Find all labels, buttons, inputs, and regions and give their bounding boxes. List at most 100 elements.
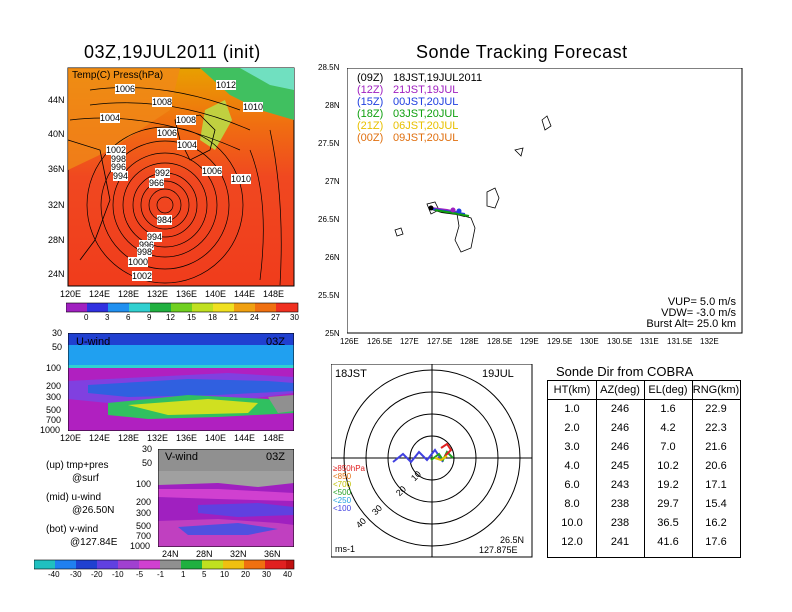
pressure-label: 1010: [231, 174, 252, 184]
lon-label: 128E: [118, 433, 140, 443]
pressure-label: 1004: [100, 113, 121, 123]
hodograph-upper: [392, 448, 444, 464]
table-cell: 4.0: [564, 460, 580, 472]
table-cell: 36.5: [657, 517, 679, 529]
colorbar-tick: 1: [181, 570, 186, 579]
vdw-value: VDW= -3.0 m/s: [661, 307, 736, 319]
launch-params: VUP= 5.0 m/s VDW= -3.0 m/s Burst Alt= 25…: [640, 297, 736, 330]
colorbar-tick: 15: [187, 313, 196, 322]
pressure-label: 998: [137, 247, 153, 257]
lon-label: 126.5E: [367, 337, 393, 346]
colorbar-tick: 40: [283, 570, 292, 579]
height-legend-item: <100: [333, 504, 352, 513]
column-divider: [596, 381, 597, 557]
table-cell: 17.1: [705, 479, 727, 491]
lat-label: 32N: [230, 549, 247, 559]
table-header: HT(km): [553, 384, 591, 396]
lat-label: 28N: [196, 549, 213, 559]
lon-label: 124E: [89, 433, 111, 443]
colorbar-tick: -40: [48, 570, 60, 579]
pressure-label: 992: [155, 168, 171, 178]
pressure-label: 1000: [128, 257, 149, 267]
lon-label: 127.5E: [427, 337, 453, 346]
pressure-axis-label: 30: [52, 328, 63, 338]
table-cell: 41.6: [657, 536, 679, 548]
u-wind-panel: [68, 333, 294, 431]
table-row: 3.0 246 7.0 21.6: [548, 441, 740, 459]
trajectory-18z: [434, 209, 470, 217]
colorbar-tick: -1: [157, 570, 165, 579]
height-legend-item: ≥850hPa: [333, 464, 365, 473]
table-row: 12.0 241 41.6 17.6: [548, 536, 740, 554]
legend-code: (12Z): [357, 84, 384, 96]
table-cell: 12.0: [561, 536, 583, 548]
pressure-label: 998: [111, 154, 127, 164]
lat-label: 24N: [162, 549, 179, 559]
colorbar-tick: 3: [105, 313, 110, 322]
legend-row-09z: (09Z) 18JST,19JUL2011: [357, 72, 482, 84]
lon-label: 140E: [205, 289, 227, 299]
pressure-label: 1002: [132, 271, 153, 281]
table-cell: 245: [610, 460, 630, 472]
lon-label: 132E: [147, 289, 169, 299]
island: [514, 147, 524, 157]
table-cell: 21.6: [705, 441, 727, 453]
coastline-china: [67, 139, 111, 261]
polar-units: ms-1: [335, 544, 355, 554]
table-cell: 246: [610, 403, 630, 415]
lat-label: 36N: [48, 164, 65, 174]
pressure-axis-label: 50: [52, 342, 63, 352]
burst-alt-value: Burst Alt= 25.0 km: [646, 318, 736, 330]
trajectory-point: [456, 208, 462, 214]
table-header: RNG(km): [692, 384, 740, 396]
table-cell: 238: [610, 517, 630, 529]
legend-line: @127.84E: [70, 537, 118, 548]
lat-label: 28.5N: [318, 63, 340, 72]
vup-value: VUP= 5.0 m/s: [667, 296, 736, 308]
table-cell: 243: [610, 479, 630, 491]
height-legend: ≥850hPa <850 <700 <500 <250 <100: [333, 465, 365, 513]
lon-label: 136E: [176, 433, 198, 443]
pressure-axis-label: 50: [142, 458, 153, 468]
polar-date: 19JUL: [482, 368, 514, 380]
trajectory-point: [450, 207, 456, 213]
pressure-label: 984: [157, 215, 173, 225]
temp-colorbar: [66, 302, 299, 313]
colorbar-tick: -30: [70, 570, 82, 579]
table-cell: 7.0: [660, 441, 676, 453]
u-wind-label: U-wind: [76, 336, 111, 348]
table-cell: 10.0: [561, 517, 583, 529]
table-cell: 238: [610, 498, 630, 510]
colorbar-tick: 9: [147, 313, 152, 322]
legend-time: 18JST,19JUL2011: [393, 72, 483, 84]
table-row: 1.0 246 1.6 22.9: [548, 403, 740, 421]
lat-label: 40N: [48, 129, 65, 139]
lon-label: 126E: [340, 337, 359, 346]
lon-label: 130.5E: [607, 337, 633, 346]
pressure-axis-label: 700: [46, 415, 62, 425]
pressure-axis-label: 200: [46, 381, 62, 391]
colorbar-tick: 12: [166, 313, 175, 322]
legend-row-21z: (21Z) 06JST,20JUL: [357, 120, 482, 132]
legend-line: @26.50N: [72, 505, 115, 516]
tracking-legend: (09Z) 18JST,19JUL2011 (12Z) 21JST,19JUL (1…: [357, 72, 482, 144]
lon-label: 136E: [176, 289, 198, 299]
lon-label: 120E: [60, 289, 82, 299]
legend-line: (bot) v-wind: [46, 524, 99, 535]
legend-code: (21Z): [357, 120, 384, 132]
sonde-table: HT(km) AZ(deg) EL(deg) RNG(km) 1.0 246 1…: [547, 380, 741, 558]
table-title: Sonde Dir from COBRA: [556, 364, 694, 379]
left-title: 03Z,19JUL2011 (init): [84, 42, 261, 62]
v-wind-label: V-wind: [165, 451, 199, 463]
colorbar-tick: 0: [84, 313, 89, 322]
lat-label: 24N: [48, 269, 65, 279]
legend-code: (18Z): [357, 108, 384, 120]
island: [394, 227, 404, 237]
lon-label: 120E: [60, 433, 82, 443]
table-row: 4.0 245 10.2 20.6: [548, 460, 740, 478]
pressure-label: 1008: [152, 97, 173, 107]
lat-label: 44N: [48, 95, 65, 105]
lon-label: 129.5E: [547, 337, 573, 346]
table-row: 10.0 238 36.5 16.2: [548, 517, 740, 535]
legend-line: (mid) u-wind: [46, 492, 102, 503]
